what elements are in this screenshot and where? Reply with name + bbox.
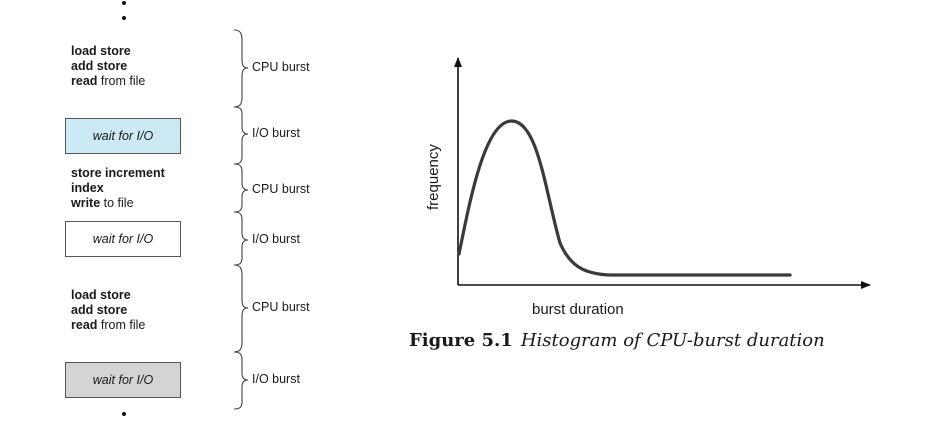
- ellipsis-dot-top-2: [122, 16, 126, 20]
- brace-io-burst-3: [233, 351, 249, 410]
- burst-label-cpu-3: CPU burst: [252, 300, 310, 314]
- figure-number: Figure 5.1: [409, 330, 513, 351]
- instruction-line: read from file: [71, 318, 146, 332]
- instruction-line: store increment: [71, 166, 165, 180]
- burst-braces: [233, 29, 249, 410]
- burst-label-cpu-2: CPU burst: [252, 182, 310, 196]
- frequency-curve: [457, 119, 792, 277]
- burst-label-io-2: I/O burst: [252, 232, 300, 246]
- cpu-instructions-2: store increment index write to file: [71, 166, 165, 211]
- y-axis-label: frequency: [425, 144, 442, 210]
- instruction-line: load store: [71, 288, 131, 302]
- io-wait-box-3: wait for I/O: [65, 362, 181, 398]
- instruction-line: add store: [71, 303, 128, 317]
- ellipsis-dot-top-1: [122, 1, 126, 5]
- io-wait-label: wait for I/O: [92, 232, 154, 246]
- x-axis-label: burst duration: [532, 301, 624, 318]
- instruction-line: write to file: [71, 196, 134, 210]
- brace-cpu-burst-3: [233, 264, 249, 353]
- io-wait-label: wait for I/O: [92, 373, 154, 387]
- brace-io-burst-1: [233, 106, 249, 165]
- ellipsis-dot-bottom: [122, 412, 126, 416]
- cpu-instructions-1: load store add store read from file: [71, 44, 145, 89]
- cpu-instructions-3: load store add store read from file: [71, 288, 145, 333]
- instruction-line: read from file: [71, 74, 146, 88]
- brace-cpu-burst-2: [233, 163, 249, 213]
- instruction-line: add store: [71, 59, 128, 73]
- instruction-line: index: [71, 181, 104, 195]
- figure-caption: Figure 5.1 Histogram of CPU-burst duratio…: [409, 330, 825, 351]
- io-wait-box-1: wait for I/O: [65, 118, 181, 154]
- figure-title: Histogram of CPU-burst duration: [520, 330, 825, 351]
- brace-cpu-burst-1: [233, 29, 249, 108]
- burst-label-io-3: I/O burst: [252, 372, 300, 386]
- io-wait-box-2: wait for I/O: [65, 221, 181, 257]
- brace-io-burst-2: [233, 211, 249, 266]
- instruction-line: load store: [71, 44, 131, 58]
- io-wait-label: wait for I/O: [92, 129, 154, 143]
- burst-label-cpu-1: CPU burst: [252, 60, 310, 74]
- burst-label-io-1: I/O burst: [252, 126, 300, 140]
